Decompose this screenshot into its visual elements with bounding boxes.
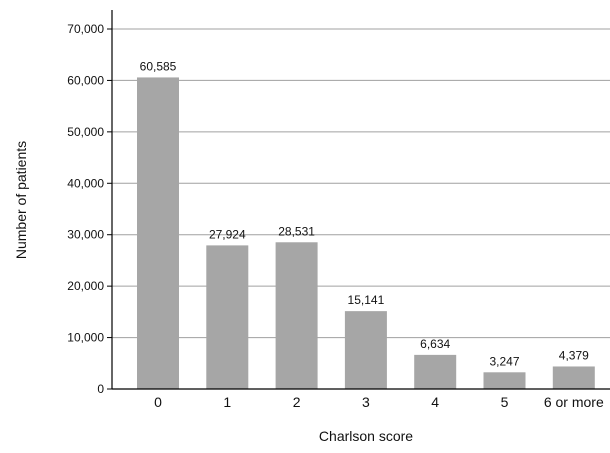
labels: 0 10,000 20,000 30,000 40,000 50,000 60,000 70,…: [67, 22, 604, 410]
y-tick-label: 10,000: [67, 331, 104, 345]
bars: [137, 77, 595, 390]
x-tick-label: 0: [154, 394, 162, 410]
bar-value-label: 27,924: [209, 227, 246, 241]
y-tick-label: 20,000: [67, 279, 104, 293]
y-tick-label: 70,000: [67, 22, 104, 36]
bar: [483, 372, 526, 389]
y-tick-label: 50,000: [67, 125, 104, 139]
bar: [137, 77, 179, 390]
bar: [552, 366, 595, 389]
bar-value-label: 15,141: [348, 293, 385, 307]
bar-value-label: 4,379: [559, 348, 589, 362]
bar: [414, 354, 457, 389]
bar: [344, 311, 387, 389]
x-tick-label: 4: [431, 394, 439, 410]
y-tick-label: 60,000: [67, 73, 104, 87]
x-tick-label: 6 or more: [544, 394, 604, 410]
x-axis-title: Charlson score: [319, 428, 413, 444]
x-tick-label: 1: [223, 394, 231, 410]
y-tick-label: 30,000: [67, 228, 104, 242]
y-axis-title: Number of patients: [13, 141, 29, 259]
axes: [107, 10, 610, 390]
y-tick-label: 0: [97, 382, 104, 396]
bar-value-label: 6,634: [420, 337, 450, 351]
gridlines: [112, 28, 610, 339]
y-tick-label: 40,000: [67, 176, 104, 190]
x-tick-label: 5: [501, 394, 509, 410]
x-tick-label: 3: [362, 394, 370, 410]
bar-value-label: 28,531: [278, 224, 315, 238]
bar-value-label: 3,247: [489, 354, 519, 368]
x-tick-label: 2: [293, 394, 301, 410]
bar-value-label: 60,585: [140, 59, 177, 73]
bar: [206, 245, 249, 389]
bar: [275, 242, 318, 389]
